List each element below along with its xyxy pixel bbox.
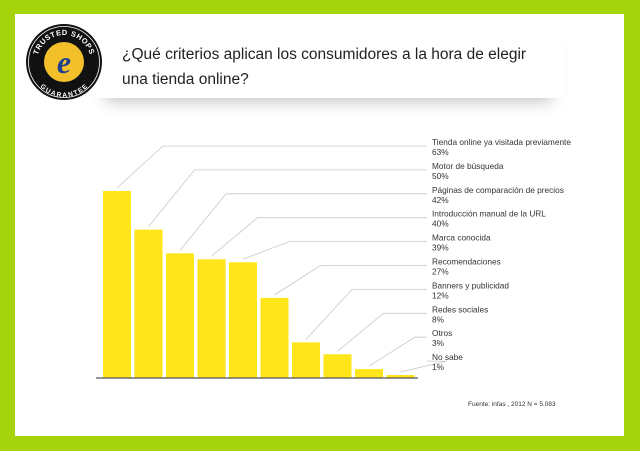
value-label-4: 40%	[432, 219, 449, 229]
category-label-3: Páginas de comparación de precios	[432, 185, 564, 195]
leader-line-3	[179, 193, 427, 251]
chart-title-line-1: ¿Qué criterios aplican los consumidores …	[122, 46, 527, 63]
value-label-9: 3%	[432, 338, 445, 348]
leader-line-4	[211, 217, 427, 257]
category-label-9: Otros	[432, 328, 452, 338]
value-label-3: 42%	[432, 195, 449, 205]
bar-5	[229, 262, 257, 378]
leader-line-6	[274, 265, 427, 296]
leader-line-9	[368, 336, 427, 367]
source-note: Fuente: infas , 2012 N = 5.083	[468, 401, 556, 408]
category-label-5: Marca conocida	[432, 233, 491, 243]
header-band	[94, 20, 564, 98]
category-labels: Tienda online ya visitada previamente63%…	[432, 137, 571, 372]
bar-9	[355, 369, 383, 378]
category-label-6: Recomendaciones	[432, 257, 501, 267]
value-label-8: 8%	[432, 314, 445, 324]
value-label-6: 27%	[432, 267, 449, 277]
bar-7	[292, 342, 320, 378]
leader-line-7	[305, 288, 427, 340]
bar-3	[166, 253, 194, 378]
bar-10	[386, 375, 415, 378]
value-label-10: 1%	[432, 362, 445, 372]
value-label-7: 12%	[432, 290, 449, 300]
bar-2	[134, 229, 163, 378]
bar-4	[197, 259, 226, 378]
bar-1	[103, 191, 131, 378]
trusted-shops-logo: TRUSTED SHOPS GUARANTEE e	[26, 24, 102, 100]
leader-line-1	[116, 145, 427, 189]
category-label-8: Redes sociales	[432, 304, 488, 314]
value-label-1: 63%	[432, 147, 449, 157]
bar-8	[323, 354, 352, 378]
bar-6	[260, 297, 289, 378]
logo-letter: e	[57, 44, 71, 80]
value-label-2: 50%	[432, 171, 449, 181]
category-label-7: Banners y publicidad	[432, 280, 509, 290]
leader-line-5	[242, 241, 427, 260]
category-label-2: Motor de búsqueda	[432, 161, 504, 171]
leader-line-8	[337, 312, 427, 352]
category-label-10: No sabe	[432, 352, 463, 362]
chart-title-line-2: una tienda online?	[122, 71, 249, 88]
leader-line-2	[148, 169, 427, 227]
category-label-4: Introducción manual de la URL	[432, 209, 546, 219]
leader-line-10	[400, 360, 447, 373]
leader-lines	[116, 145, 447, 373]
chart-title: ¿Qué criterios aplican los consumidores …	[122, 42, 542, 92]
bars	[103, 191, 415, 378]
value-label-5: 39%	[432, 243, 449, 253]
category-label-1: Tienda online ya visitada previamente	[432, 137, 571, 147]
